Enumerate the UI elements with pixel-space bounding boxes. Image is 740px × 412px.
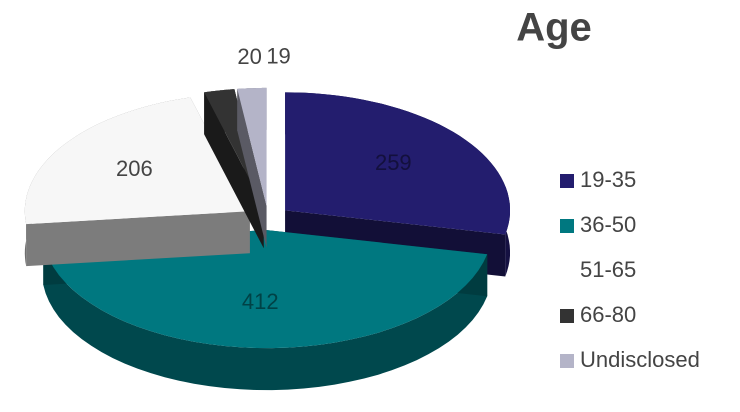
legend-label: 51-65 (580, 257, 636, 282)
legend-swatch (560, 219, 574, 233)
legend-swatch (560, 174, 574, 188)
slice-edge (26, 211, 250, 267)
slice-top (24, 97, 250, 225)
data-label: 20 (237, 44, 261, 69)
data-label: 19 (266, 44, 290, 69)
legend-label: 66-80 (580, 302, 636, 327)
legend-label: 19-35 (580, 167, 636, 192)
slice-edge (204, 92, 264, 249)
slice (24, 97, 250, 267)
data-label: 259 (375, 150, 412, 175)
legend-swatch (560, 264, 574, 278)
data-label: 412 (242, 289, 279, 314)
slice-top (285, 92, 510, 235)
slice-top (43, 230, 488, 349)
slice-top (204, 89, 264, 207)
legend-swatch (560, 309, 574, 323)
data-label: 206 (116, 156, 153, 181)
chart-title: Age (516, 6, 592, 50)
slice (237, 87, 267, 248)
slice-top (237, 87, 267, 206)
slice-edge (237, 88, 267, 248)
legend-label: 36-50 (580, 212, 636, 237)
slice-side (43, 243, 488, 391)
legend-swatch (560, 354, 574, 368)
legend-label: Undisclosed (580, 347, 700, 372)
